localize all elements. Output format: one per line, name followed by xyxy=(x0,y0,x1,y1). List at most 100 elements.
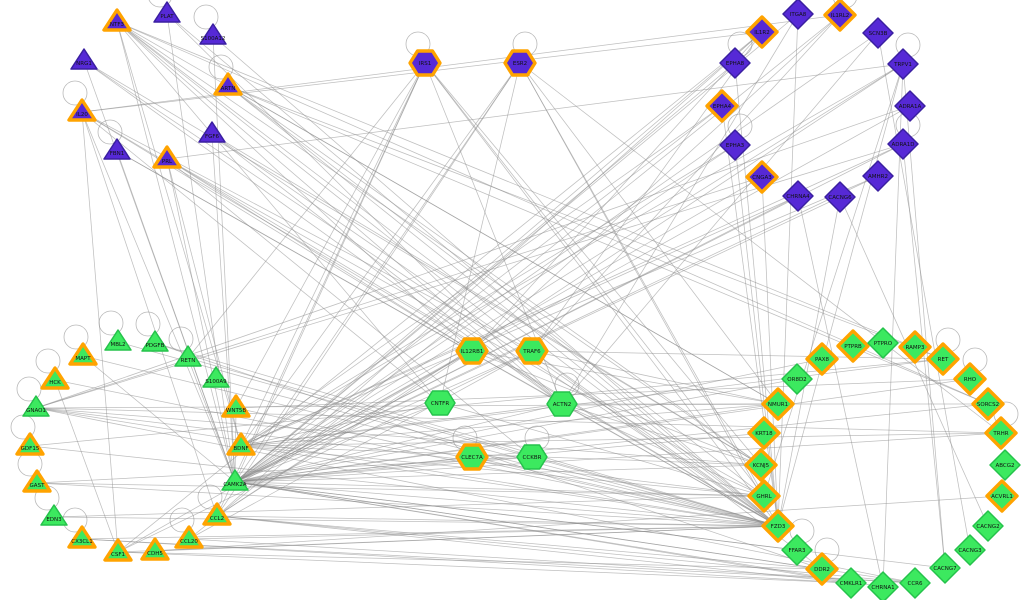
edge-ESR2-CNTFR[interactable] xyxy=(439,62,521,404)
edge-CCKBR-GAST[interactable] xyxy=(36,456,533,484)
edge-IRS1-RETN[interactable] xyxy=(187,62,426,359)
edge-CAMK2A-GHRL[interactable] xyxy=(234,481,765,497)
edge-GNAO1-TRHR[interactable] xyxy=(35,407,1002,434)
node-GDF15[interactable]: GDF15 xyxy=(15,432,45,456)
edge-PRL-CAMK2A[interactable] xyxy=(166,158,236,483)
edge-MBL2-FZD3[interactable] xyxy=(117,341,779,527)
node-RET[interactable]: RET xyxy=(926,342,960,376)
edge-TRPV1-GHRL[interactable] xyxy=(763,63,904,497)
edge-ACTN2-GHRL[interactable] xyxy=(561,403,765,497)
node-CCR6[interactable]: CCR6 xyxy=(899,567,931,599)
node-GNAO1[interactable]: GNAO1 xyxy=(22,395,50,417)
edge-CX3CL1-CCR6[interactable] xyxy=(81,538,916,584)
edge-PDGFB-DDR2[interactable] xyxy=(154,342,823,570)
node-CX3CL1[interactable]: CX3CL1 xyxy=(67,525,97,549)
edge-ADRA1D-GNAO1[interactable] xyxy=(35,143,904,409)
node-PTPRB[interactable]: PTPRB xyxy=(836,329,870,363)
node-SCN3B[interactable]: SCN3B xyxy=(862,17,894,49)
edge-TRPV1-CCL2[interactable] xyxy=(216,63,904,517)
edge-IL20-CNTFR[interactable] xyxy=(81,111,441,404)
edge-NRG1-FZD3[interactable] xyxy=(83,60,779,527)
node-CACNG7[interactable]: CACNG7 xyxy=(929,552,961,584)
edge-CNTFR-GHRL[interactable] xyxy=(439,402,765,497)
edge-ESR2-BDNF[interactable] xyxy=(240,62,521,447)
node-EPHA3[interactable]: EPHA3 xyxy=(719,129,751,161)
edge-EPHA8-CAMK2A[interactable] xyxy=(234,62,736,483)
edge-NTF3-CNTFR[interactable] xyxy=(116,21,441,404)
node-CHRNA4[interactable]: CHRNA4 xyxy=(782,180,814,212)
node-CNTFR[interactable]: CNTFR xyxy=(424,390,456,416)
edge-BDNF-FZD3[interactable] xyxy=(240,445,779,527)
node-CACNG3[interactable]: CACNG3 xyxy=(954,534,986,566)
node-ADRA1D[interactable]: ADRA1D xyxy=(887,128,919,160)
edge-PDGFB-FZD3[interactable] xyxy=(154,342,779,527)
edge-CCL2-DDR2[interactable] xyxy=(216,515,823,570)
edge-IRS1-BDNF[interactable] xyxy=(240,62,426,447)
edge-TRAF6-CAMK2A[interactable] xyxy=(234,350,533,483)
node-MBL2[interactable]: MBL2 xyxy=(104,329,132,351)
edge-EPHA4-BDNF[interactable] xyxy=(240,105,723,447)
node-ITGA8[interactable]: ITGA8 xyxy=(782,0,814,30)
node-RHO[interactable]: RHO xyxy=(953,362,987,396)
edge-CDH5-FZD3[interactable] xyxy=(154,525,779,552)
edge-AMHR2-BDNF[interactable] xyxy=(240,175,879,447)
edge-ITGA8-FZD3[interactable] xyxy=(777,13,799,527)
edge-ESR2-FZD3[interactable] xyxy=(519,62,779,527)
edge-CAMK2A-OR8D2[interactable] xyxy=(234,378,798,483)
node-HCK[interactable]: HCK xyxy=(40,366,70,390)
node-CNGA3[interactable]: CNGA3 xyxy=(745,160,779,194)
node-IL1R2[interactable]: IL1R2 xyxy=(745,15,779,49)
edge-CNTFR-CAMK2A[interactable] xyxy=(234,402,441,483)
edge-ADRA1D-CACNG7[interactable] xyxy=(902,143,946,569)
node-CLEC7A[interactable]: CLEC7A xyxy=(455,443,489,471)
node-CCKBR[interactable]: CCKBR xyxy=(516,444,548,470)
edge-CAMK2A-CACNG7[interactable] xyxy=(234,481,946,569)
node-NRG1[interactable]: NRG1 xyxy=(70,48,98,70)
edge-IL12RB1-KCNJ5[interactable] xyxy=(471,350,762,466)
edge-MAPT-FZD3[interactable] xyxy=(82,355,779,527)
edge-ESR2-NMUR1[interactable] xyxy=(519,62,779,405)
edge-GNAO1-CCR6[interactable] xyxy=(35,407,916,584)
node-DDR2[interactable]: DDR2 xyxy=(805,552,839,586)
node-S100A9[interactable]: S100A9 xyxy=(202,366,230,388)
edge-IL1R2-CSF1[interactable] xyxy=(117,31,763,553)
edge-CCL2-CMKLR1[interactable] xyxy=(216,515,852,584)
node-CCL2[interactable]: CCL2 xyxy=(202,502,232,526)
node-GAST[interactable]: GAST xyxy=(22,469,52,493)
node-ACVRL1[interactable]: ACVRL1 xyxy=(985,479,1019,513)
edge-EPHA4-CAMK2A[interactable] xyxy=(234,105,723,483)
edge-GAST-GHRL[interactable] xyxy=(36,482,765,497)
edge-CCL2-CCR6[interactable] xyxy=(216,515,916,584)
edge-IL1RL2-TRAF6[interactable] xyxy=(531,14,841,352)
edge-CSF1-CMKLR1[interactable] xyxy=(117,551,852,584)
node-FZD3[interactable]: FZD3 xyxy=(761,509,795,543)
node-EDN3[interactable]: EDN3 xyxy=(40,504,68,526)
edge-CNGA3-GNAO1[interactable] xyxy=(35,176,763,409)
edge-CX3CL1-FZD3[interactable] xyxy=(81,525,779,540)
edge-CCL2-FZD3[interactable] xyxy=(216,515,779,527)
node-AMHR2[interactable]: AMHR2 xyxy=(862,160,894,192)
edge-ESR2-CAMK2A[interactable] xyxy=(234,62,521,483)
node-IL1RL2[interactable]: IL1RL2 xyxy=(823,0,857,32)
edge-HCK-FZD3[interactable] xyxy=(54,379,779,527)
edge-GAST-FZD3[interactable] xyxy=(36,482,779,527)
edge-TRAF6-CCL20[interactable] xyxy=(188,350,533,540)
edge-FGF6-ACTN2[interactable] xyxy=(211,133,563,405)
edge-IRS1-CCL2[interactable] xyxy=(216,62,426,517)
edge-CAMK2A-KCNJ5[interactable] xyxy=(234,464,762,483)
edge-S100A9-FZD3[interactable] xyxy=(215,378,779,527)
edge-GNAO1-FZD3[interactable] xyxy=(35,407,779,527)
edge-NTF3-TRAF6[interactable] xyxy=(116,21,533,352)
node-CHRNA1[interactable]: CHRNA1 xyxy=(867,571,899,600)
edge-TRAF6-NMUR1[interactable] xyxy=(531,350,779,405)
node-CSF1[interactable]: CSF1 xyxy=(103,538,133,562)
edge-CX3CL1-CMKLR1[interactable] xyxy=(81,538,852,584)
edge-FGF6-CAMK2A[interactable] xyxy=(211,133,236,483)
node-FFAR3[interactable]: FFAR3 xyxy=(781,534,813,566)
edge-RETN-CAMK2A[interactable] xyxy=(187,357,236,483)
edge-WNT5B-FZD3[interactable] xyxy=(235,407,779,527)
edge-IL20-CAMK2A[interactable] xyxy=(81,111,236,483)
node-IL20[interactable]: IL20 xyxy=(67,98,97,122)
edge-IRS1-WNT5B[interactable] xyxy=(235,62,426,409)
